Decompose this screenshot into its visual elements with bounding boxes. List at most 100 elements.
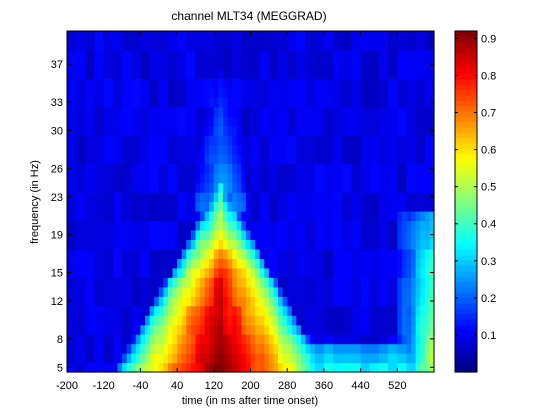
heatmap-cell	[333, 315, 339, 326]
heatmap-cell	[310, 296, 316, 307]
heatmap-cell	[323, 192, 330, 203]
heatmap-cell	[305, 353, 311, 364]
heatmap-cell	[149, 68, 155, 79]
heatmap-cell	[259, 192, 265, 203]
heatmap-cell	[300, 59, 307, 70]
heatmap-cell	[126, 201, 132, 212]
heatmap-cell	[209, 277, 215, 288]
heatmap-cell	[94, 201, 100, 212]
heatmap-cell	[401, 305, 408, 316]
heatmap-cell	[99, 239, 105, 250]
heatmap-cell	[186, 144, 192, 155]
heatmap-cell	[131, 334, 137, 345]
heatmap-cell	[333, 248, 339, 259]
heatmap-cell	[186, 324, 192, 335]
heatmap-cell	[140, 182, 146, 193]
heatmap-cell	[135, 68, 141, 79]
heatmap-cell	[342, 125, 348, 136]
heatmap-cell	[140, 305, 146, 316]
heatmap-cell	[186, 334, 192, 345]
heatmap-cell	[287, 334, 293, 345]
heatmap-cell	[167, 116, 174, 127]
heatmap-cell	[323, 362, 330, 373]
heatmap-cell	[85, 286, 91, 297]
heatmap-cell	[131, 182, 137, 193]
heatmap-cell	[140, 353, 146, 364]
heatmap-cell	[420, 125, 426, 136]
heatmap-cell	[135, 87, 141, 98]
heatmap-cell	[154, 353, 160, 364]
heatmap-cell	[287, 31, 293, 42]
heatmap-cell	[291, 106, 297, 117]
heatmap-cell	[213, 286, 219, 297]
heatmap-cell	[378, 239, 385, 250]
heatmap-cell	[323, 31, 330, 42]
heatmap-cell	[342, 305, 348, 316]
heatmap-cell	[369, 296, 375, 307]
heatmap-cell	[360, 258, 366, 269]
heatmap-cell	[268, 116, 275, 127]
heatmap-cell	[291, 277, 297, 288]
heatmap-cell	[186, 40, 192, 51]
heatmap-cell	[245, 343, 252, 354]
heatmap-cell	[71, 97, 77, 108]
heatmap-cell	[342, 210, 348, 222]
heatmap-cell	[328, 296, 334, 307]
y-tick-label: 5	[57, 362, 63, 374]
y-tick-label: 37	[51, 59, 63, 71]
heatmap-cell	[356, 97, 362, 108]
heatmap-cell	[190, 229, 197, 240]
heatmap-cell	[241, 154, 247, 165]
colorbar-segment	[455, 292, 477, 299]
heatmap-cell	[360, 31, 366, 42]
heatmap-cell	[227, 220, 233, 231]
heatmap-cell	[259, 220, 265, 231]
heatmap-cell	[305, 135, 311, 146]
heatmap-cell	[337, 144, 343, 155]
heatmap-cell	[420, 353, 426, 364]
heatmap-cell	[333, 296, 339, 307]
heatmap-cell	[259, 201, 265, 212]
heatmap-cell	[122, 144, 128, 155]
heatmap-cell	[190, 106, 197, 117]
heatmap-cell	[310, 362, 316, 373]
heatmap-cell	[204, 116, 210, 127]
colorbar-segment	[455, 142, 477, 149]
heatmap-cell	[89, 362, 96, 373]
heatmap-cell	[227, 229, 233, 240]
heatmap-cell	[337, 353, 343, 364]
heatmap-cell	[424, 78, 431, 89]
heatmap-cell	[268, 296, 275, 307]
heatmap-cell	[264, 192, 270, 203]
heatmap-cell	[310, 229, 316, 240]
heatmap-cell	[76, 116, 82, 127]
heatmap-cell	[356, 182, 362, 193]
heatmap-cell	[85, 40, 91, 51]
heatmap-cell	[85, 201, 91, 212]
heatmap-cell	[388, 267, 394, 278]
heatmap-cell	[378, 210, 385, 222]
heatmap-cell	[99, 125, 105, 136]
heatmap-cell	[131, 239, 137, 250]
heatmap-cell	[218, 125, 224, 136]
heatmap-cell	[282, 135, 288, 146]
heatmap-cell	[122, 305, 128, 316]
heatmap-cell	[218, 154, 224, 165]
heatmap-cell	[163, 305, 169, 316]
heatmap-cell	[342, 154, 348, 165]
heatmap-cell	[333, 324, 339, 335]
heatmap-cell	[200, 305, 206, 316]
heatmap-cell	[232, 154, 238, 165]
heatmap-cell	[328, 144, 334, 155]
heatmap-cell	[291, 334, 297, 345]
heatmap-cell	[80, 163, 86, 174]
heatmap-cell	[401, 315, 408, 326]
heatmap-cell	[250, 173, 256, 184]
heatmap-cell	[369, 248, 375, 259]
heatmap-cell	[360, 97, 366, 108]
heatmap-cell	[250, 248, 256, 259]
heatmap-cell	[117, 173, 123, 184]
heatmap-cell	[245, 258, 252, 269]
heatmap-cell	[89, 116, 96, 127]
heatmap-cell	[177, 362, 183, 373]
